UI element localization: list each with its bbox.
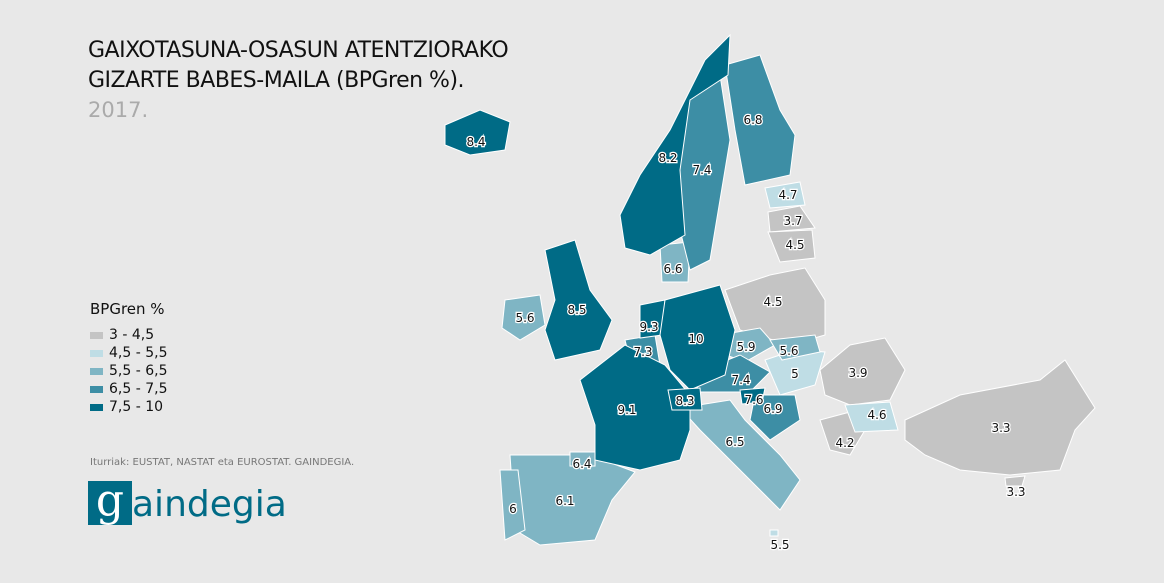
region-latvia[interactable] [767, 205, 816, 233]
region-ireland[interactable] [501, 294, 546, 341]
label-bulgaria: 4.6 [867, 408, 886, 422]
label-croatia: 6.9 [763, 402, 782, 416]
year: 2017. [88, 98, 149, 122]
legend-item: 7,5 - 10 [90, 398, 167, 416]
legend-swatch [90, 385, 103, 393]
region-romania[interactable] [819, 337, 906, 406]
legend-swatch [90, 331, 103, 339]
label-turkey: 3.3 [991, 421, 1010, 435]
region-norway[interactable] [619, 33, 731, 256]
label-germany: 10 [688, 332, 703, 346]
region-uk[interactable] [544, 239, 613, 361]
region-iceland[interactable] [444, 109, 511, 156]
region-denmark[interactable] [659, 241, 691, 283]
region-malta[interactable] [769, 529, 779, 537]
label-finland: 6.8 [743, 113, 762, 127]
logo-text: aindegia [132, 484, 287, 525]
label-italy: 6.5 [725, 435, 744, 449]
page-title: GAIXOTASUNA-OSASUN ATENTZIORAKO GIZARTE B… [88, 36, 509, 96]
label-france: 9.1 [617, 403, 636, 417]
region-germany[interactable] [659, 284, 736, 391]
label-romania: 3.9 [848, 366, 867, 380]
legend-swatch [90, 367, 103, 375]
label-ireland: 5.6 [515, 311, 534, 325]
label-poland: 4.5 [763, 295, 782, 309]
region-value-labels: 8.4 8.2 7.4 6.8 4.7 3.7 4.5 6.6 8.5 5.6 … [465, 112, 1027, 554]
region-bulgaria[interactable] [844, 401, 899, 433]
legend-label: 5,5 - 6,5 [109, 363, 168, 379]
label-belgium: 7.3 [633, 345, 652, 359]
legend-swatch [90, 403, 103, 411]
label-portugal: 6 [509, 502, 517, 516]
legend-label: 7,5 - 10 [109, 399, 164, 415]
region-cyprus[interactable] [1004, 475, 1026, 487]
label-slovakia: 5.6 [779, 344, 798, 358]
legend-item: 3 - 4,5 [90, 326, 167, 344]
legend-label: 3 - 4,5 [109, 327, 155, 343]
region-portugal[interactable] [499, 469, 526, 541]
region-switzerland[interactable] [667, 387, 703, 411]
region-slovenia[interactable] [739, 387, 766, 405]
label-malta: 5.5 [770, 538, 789, 552]
label-greece: 4.2 [835, 436, 854, 450]
legend-item: 6,5 - 7,5 [90, 380, 167, 398]
title-line-2: GIZARTE BABES-MAILA (BPGren %). [88, 68, 465, 93]
label-netherlands: 9.3 [639, 320, 658, 334]
label-cyprus: 3.3 [1006, 485, 1025, 499]
label-lithuania: 4.5 [785, 238, 804, 252]
legend-label: 4,5 - 5,5 [109, 345, 168, 361]
label-basque-country: 6.4 [572, 457, 591, 471]
label-estonia: 4.7 [778, 188, 797, 202]
gaindegia-logo: g aindegia [88, 479, 287, 525]
region-italy[interactable] [679, 399, 801, 511]
label-denmark: 6.6 [663, 262, 682, 276]
label-sweden: 7.4 [692, 163, 711, 177]
label-hungary: 5 [791, 367, 799, 381]
region-croatia[interactable] [749, 394, 801, 441]
label-norway: 8.2 [658, 151, 677, 165]
label-latvia: 3.7 [783, 214, 802, 228]
logo-mark: g [88, 479, 132, 525]
label-uk: 8.5 [567, 303, 586, 317]
label-iceland: 8.4 [466, 135, 485, 149]
label-slovenia: 7.6 [744, 393, 763, 407]
label-switzerland: 8.3 [675, 394, 694, 408]
label-spain: 6.1 [555, 494, 574, 508]
region-turkey[interactable] [904, 359, 1096, 476]
region-france[interactable] [579, 344, 691, 471]
legend-swatch [90, 349, 103, 357]
source-note: Iturriak: EUSTAT, NASTAT eta EUROSTAT. G… [90, 457, 355, 468]
legend-label: 6,5 - 7,5 [109, 381, 168, 397]
region-estonia[interactable] [764, 181, 806, 209]
title-line-1: GAIXOTASUNA-OSASUN ATENTZIORAKO [88, 38, 509, 63]
label-austria: 7.4 [731, 373, 750, 387]
label-czechia: 5.9 [736, 340, 755, 354]
legend-item: 4,5 - 5,5 [90, 344, 167, 362]
region-lithuania[interactable] [767, 229, 816, 263]
region-basque-country[interactable] [569, 451, 596, 467]
legend-item: 5,5 - 6,5 [90, 362, 167, 380]
region-finland[interactable] [724, 54, 796, 186]
legend-title: BPGren % [90, 300, 165, 318]
legend: BPGren % 3 - 4,5 4,5 - 5,5 5,5 - 6,5 6,5… [90, 300, 167, 416]
region-slovakia[interactable] [769, 334, 821, 361]
